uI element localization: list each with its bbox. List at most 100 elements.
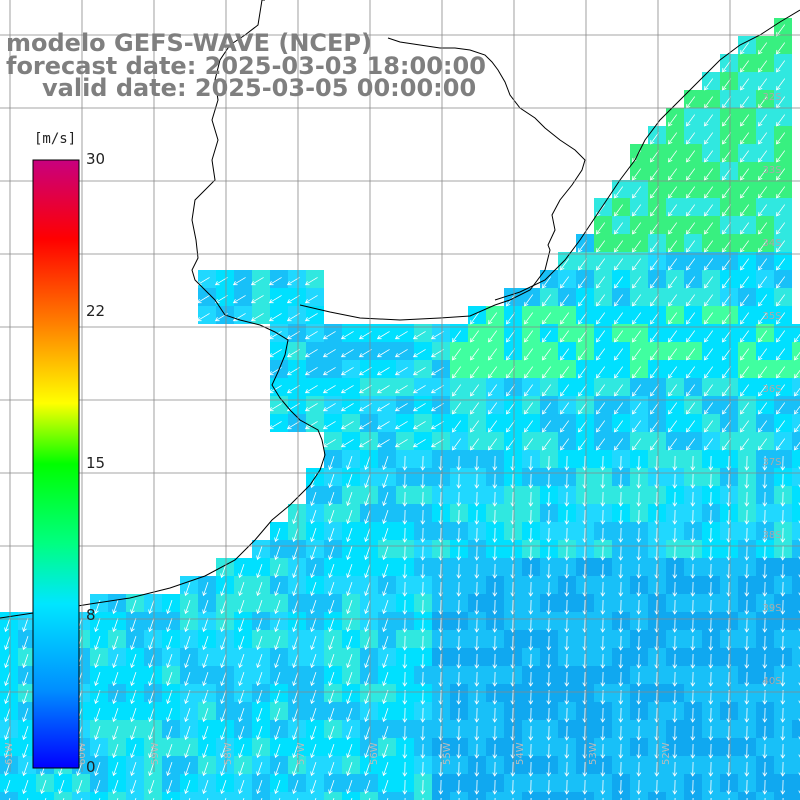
wind-arrow-head <box>722 193 727 199</box>
wind-arrow <box>632 222 642 235</box>
wind-arrow <box>113 780 119 794</box>
wind-arrow-head <box>130 753 135 759</box>
wind-arrow <box>113 618 119 632</box>
wind-arrow-head <box>798 628 800 632</box>
wind-arrow-head <box>542 445 547 451</box>
wind-arrow <box>203 582 209 596</box>
wind-arrow-head <box>780 520 786 525</box>
wind-arrow <box>323 403 336 412</box>
wind-arrow-head <box>268 334 274 340</box>
wind-arrow-head <box>668 391 673 397</box>
wind-arrow <box>632 384 642 397</box>
wind-arrow-head <box>668 445 673 451</box>
wind-arrow-head <box>456 520 462 525</box>
wind-arrow <box>452 384 462 397</box>
wind-arrow <box>293 762 299 776</box>
wind-arrow <box>704 186 714 199</box>
wind-arrow <box>758 114 768 127</box>
wind-arrow-head <box>94 645 99 651</box>
wind-arrow <box>95 654 101 668</box>
wind-arrow-head <box>506 337 511 343</box>
wind-arrow-head <box>394 406 400 412</box>
wind-arrow <box>668 366 678 379</box>
wind-arrow-head <box>618 736 624 741</box>
wind-arrow-head <box>708 484 714 489</box>
wind-arrow <box>578 348 588 361</box>
wind-arrow <box>542 330 552 343</box>
wind-arrow-head <box>740 427 745 433</box>
wind-arrow-head <box>310 483 315 489</box>
wind-arrow-head <box>614 427 619 433</box>
wind-arrow <box>776 384 786 397</box>
wind-arrow <box>377 349 390 358</box>
wind-arrow-head <box>166 645 171 651</box>
wind-arrow <box>668 114 678 127</box>
wind-arrow-head <box>636 628 642 633</box>
wind-arrow-head <box>506 445 511 451</box>
wind-arrow-head <box>600 718 606 723</box>
wind-arrow-head <box>614 193 619 199</box>
wind-arrow-head <box>762 592 768 597</box>
wind-arrow-head <box>546 574 552 579</box>
wind-arrow <box>776 330 786 343</box>
wind-arrow-head <box>364 501 369 507</box>
wind-arrow <box>185 582 191 596</box>
wind-arrow-head <box>402 790 408 795</box>
wind-arrow <box>5 654 11 668</box>
wind-arrow-head <box>220 591 225 597</box>
wind-arrow-head <box>722 319 727 325</box>
wind-arrow-head <box>686 121 691 127</box>
wind-arrow <box>293 618 299 632</box>
wind-arrow-head <box>420 520 426 525</box>
wind-arrow-head <box>420 736 426 741</box>
wind-cell <box>792 378 800 396</box>
wind-arrow <box>5 708 11 722</box>
wind-arrow-head <box>798 592 800 596</box>
wind-cell <box>54 792 72 800</box>
wind-arrow-head <box>618 700 624 705</box>
wind-arrow-head <box>546 592 552 597</box>
wind-arrow-head <box>650 229 655 235</box>
wind-arrow-head <box>798 574 800 578</box>
wind-arrow-head <box>340 442 346 448</box>
wind-arrow-head <box>776 157 781 163</box>
wind-arrow-head <box>452 355 457 361</box>
wind-arrow-head <box>596 427 601 433</box>
wind-arrow-head <box>310 717 315 723</box>
wind-arrow-head <box>94 771 99 777</box>
wind-arrow-head <box>744 538 750 543</box>
wind-arrow-head <box>488 337 493 343</box>
wind-arrow-head <box>376 424 382 430</box>
wind-arrow-head <box>672 592 678 597</box>
wind-arrow-head <box>148 627 153 633</box>
wind-cell <box>792 450 800 468</box>
wind-arrow <box>596 276 606 289</box>
wind-arrow-head <box>130 789 135 795</box>
wind-arrow-head <box>430 388 436 394</box>
wind-arrow <box>704 330 714 343</box>
wind-arrow-head <box>4 681 9 687</box>
wind-arrow-head <box>740 193 745 199</box>
wind-arrow-head <box>492 772 498 777</box>
wind-arrow <box>77 780 83 794</box>
wind-arrow-head <box>668 373 673 379</box>
wind-arrow-head <box>22 717 27 723</box>
wind-arrow-head <box>686 157 691 163</box>
wind-arrow <box>203 726 209 740</box>
wind-arrow-head <box>690 790 696 795</box>
wind-arrow <box>704 168 714 181</box>
wind-arrow-head <box>4 789 9 795</box>
wind-speed-field <box>0 18 800 800</box>
wind-arrow-head <box>220 699 225 705</box>
wind-arrow-head <box>358 370 364 376</box>
wind-arrow <box>347 510 353 524</box>
wind-arrow-head <box>402 754 408 759</box>
wind-arrow-head <box>722 283 727 289</box>
wind-arrow-head <box>364 789 369 795</box>
wind-arrow-head <box>564 610 570 615</box>
wind-arrow <box>560 402 570 415</box>
wind-arrow-head <box>382 591 387 597</box>
wind-arrow <box>506 402 516 415</box>
